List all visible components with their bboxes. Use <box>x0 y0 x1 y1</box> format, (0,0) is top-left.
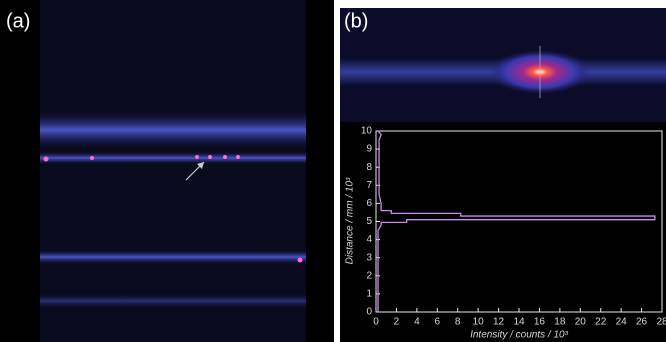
image-a-field <box>40 0 306 342</box>
y-axis-label: Distance / mm / 10³ <box>345 177 356 264</box>
y-tick-label: 10 <box>361 126 373 137</box>
band <box>40 294 306 308</box>
y-tick-label: 0 <box>366 307 372 318</box>
y-tick-label: 4 <box>366 234 372 245</box>
x-tick-label: 0 <box>373 317 379 328</box>
x-tick-label: 26 <box>636 317 648 328</box>
x-tick-label: 22 <box>595 317 607 328</box>
x-tick-label: 16 <box>534 317 546 328</box>
y-tick-label: 1 <box>366 289 372 300</box>
x-tick-label: 2 <box>394 317 400 328</box>
x-axis-label: Intensity / counts / 10³ <box>470 330 568 341</box>
x-tick-label: 18 <box>554 317 566 328</box>
y-tick-label: 6 <box>366 198 372 209</box>
x-tick-label: 14 <box>513 317 525 328</box>
hot-spots <box>43 155 303 263</box>
y-tick-label: 9 <box>366 144 372 155</box>
x-tick-label: 28 <box>656 317 666 328</box>
x-tick-label: 12 <box>493 317 505 328</box>
plot-background <box>340 122 666 342</box>
y-tick-label: 5 <box>366 216 372 227</box>
y-tick-label: 8 <box>366 162 372 173</box>
y-tick-label: 3 <box>366 252 372 263</box>
band <box>40 112 306 148</box>
x-tick-label: 10 <box>473 317 485 328</box>
x-tick-label: 4 <box>414 317 420 328</box>
x-tick-label: 24 <box>616 317 628 328</box>
y-tick-label: 7 <box>366 180 372 191</box>
arrow-head <box>197 162 204 169</box>
band <box>40 250 306 264</box>
y-tick-label: 2 <box>366 270 372 281</box>
band <box>40 152 306 164</box>
x-tick-label: 20 <box>575 317 587 328</box>
x-tick-label: 6 <box>435 317 441 328</box>
panel-label: (b) <box>344 10 368 32</box>
x-tick-label: 8 <box>455 317 461 328</box>
panel-label: (a) <box>6 10 30 32</box>
profile-line <box>377 130 656 312</box>
